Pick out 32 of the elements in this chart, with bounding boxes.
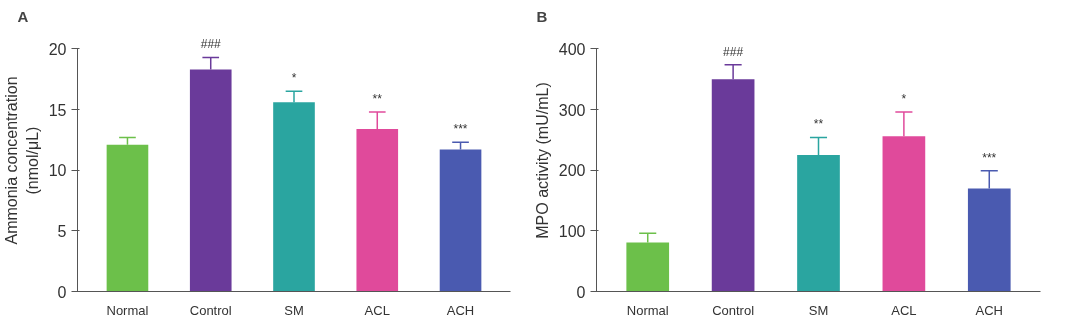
y-tick-label: 200	[558, 162, 586, 180]
chart-title: A	[17, 7, 29, 25]
x-tick-label: SM	[284, 302, 304, 318]
x-tick-label: Control	[189, 302, 232, 318]
y-tick-label: 15	[48, 101, 67, 119]
x-tick-label: Normal	[626, 302, 669, 318]
y-tick-label: 0	[57, 283, 67, 301]
x-tick-label: Control	[712, 302, 755, 318]
y-tick-label: 100	[558, 222, 586, 240]
annotation: *	[901, 91, 907, 106]
y-tick-label: 10	[48, 162, 67, 180]
x-tick-label: ACH	[975, 302, 1003, 318]
annotation: ***	[982, 150, 997, 165]
x-tick-label: SM	[808, 302, 829, 318]
annotation: **	[813, 117, 824, 132]
y-axis-title: Ammonia concentration (nmol/μL)	[3, 76, 41, 245]
x-tick-label: ACH	[446, 302, 475, 318]
annotation: **	[372, 91, 383, 106]
annotation: ###	[200, 37, 222, 52]
x-tick-label: Normal	[106, 302, 149, 318]
annotation: ###	[723, 44, 744, 59]
y-tick-label: 300	[558, 101, 586, 119]
y-tick-label: 400	[558, 40, 586, 58]
annotation: ***	[453, 122, 468, 137]
chart-title: B	[536, 7, 548, 25]
x-tick-label: ACL	[364, 302, 390, 318]
y-axis-title: MPO activity (mU/mL)	[533, 82, 551, 239]
x-tick-label: ACL	[891, 302, 917, 318]
y-tick-label: 5	[57, 222, 67, 240]
y-tick-label: 20	[48, 40, 67, 58]
y-tick-label: 0	[576, 283, 586, 301]
annotation: *	[291, 71, 297, 86]
